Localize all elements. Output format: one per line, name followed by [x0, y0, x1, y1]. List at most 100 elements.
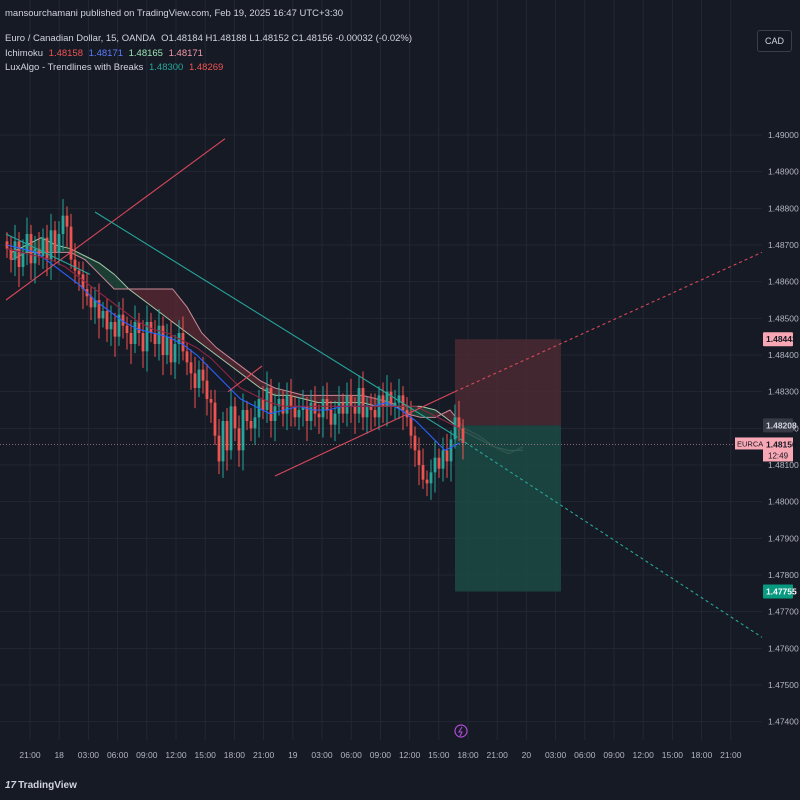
y-tick-label: 1.48700	[768, 240, 799, 250]
symbol-tag-bg	[735, 437, 763, 450]
ichimoku-value-3: 1.48165	[128, 48, 163, 59]
tradingview-logo-mark: 17	[5, 780, 17, 791]
candle-body	[41, 237, 45, 256]
ichimoku-value-1: 1.48158	[48, 48, 83, 59]
candle-body	[81, 274, 85, 289]
candle-body	[173, 344, 177, 363]
ichimoku-value-4: 1.48171	[168, 48, 203, 59]
candle-body	[301, 406, 305, 410]
candle-body	[433, 457, 437, 473]
candle-body	[181, 333, 185, 352]
candle-body	[457, 417, 461, 429]
x-tick-label: 21:00	[720, 750, 742, 760]
last-price-tag-bg	[763, 437, 793, 462]
lightning-marker	[454, 724, 468, 738]
cloud-segment	[289, 391, 304, 399]
candle-body	[453, 417, 457, 440]
price-label-stop: 1.48443	[766, 334, 797, 344]
currency-button[interactable]: CAD	[757, 30, 792, 52]
candle-body	[413, 435, 417, 451]
candle-body	[241, 410, 245, 451]
price-label-target: 1.47755	[766, 587, 797, 597]
candle-body	[201, 369, 205, 381]
x-tick-label: 21:00	[19, 750, 41, 760]
ichimoku-legend[interactable]: Ichimoku 1.48158 1.48171 1.48165 1.48171	[5, 48, 206, 59]
y-tick-label: 1.48300	[768, 387, 799, 397]
cloud-segment	[99, 263, 115, 289]
candle-body	[269, 388, 273, 421]
y-tick-label: 1.47700	[768, 607, 799, 617]
x-tick-label: 15:00	[662, 750, 684, 760]
candle-body	[445, 450, 449, 462]
candle-body	[53, 230, 57, 253]
x-tick-label: 09:00	[603, 750, 625, 760]
candle-body	[349, 395, 353, 407]
candle-body	[309, 402, 313, 421]
trendline-down-2	[94, 211, 456, 437]
trendline-up-3	[274, 391, 456, 477]
trendline-up-ext	[454, 251, 763, 393]
luxalgo-legend[interactable]: LuxAlgo - Trendlines with Breaks 1.48300…	[5, 62, 226, 73]
candle-body	[369, 406, 373, 410]
candle-body	[389, 391, 393, 407]
candle-body	[141, 333, 145, 352]
symbol-name: Euro / Canadian Dollar, 15, OANDA	[5, 33, 156, 44]
y-tick-label: 1.48500	[768, 313, 799, 323]
candle-body	[245, 410, 249, 421]
candle-body	[373, 410, 377, 418]
x-tick-label: 09:00	[136, 750, 158, 760]
candle-body	[65, 215, 69, 227]
candle-body	[425, 479, 429, 484]
candle-body	[249, 421, 253, 429]
candle-body	[233, 406, 237, 429]
candle-body	[89, 296, 93, 308]
cloud-segment	[143, 289, 158, 311]
candle-body	[357, 388, 361, 414]
cloud-segment	[274, 388, 290, 396]
cloud-segment	[187, 307, 202, 344]
x-tick-label: 09:00	[370, 750, 392, 760]
candle-body	[261, 399, 265, 410]
candle-body	[285, 395, 289, 414]
candle-body	[153, 333, 157, 344]
symbol-line: Euro / Canadian Dollar, 15, OANDA O1.481…	[5, 33, 415, 44]
cloud-segment	[158, 289, 173, 322]
candle-body	[17, 241, 21, 267]
candle-body	[237, 428, 241, 451]
ichimoku-value-2: 1.48171	[88, 48, 123, 59]
tradingview-logo[interactable]: 17 TradingView	[5, 780, 77, 791]
x-tick-label: 18:00	[224, 750, 246, 760]
candle-body	[461, 428, 465, 443]
candle-body	[449, 439, 453, 462]
y-tick-label: 1.49000	[768, 130, 799, 140]
x-tick-label: 06:00	[574, 750, 596, 760]
x-tick-label: 18	[54, 750, 64, 760]
candle-body	[129, 333, 133, 344]
ohlc-values: O1.48184 H1.48188 L1.48152 C1.48156 -0.0…	[161, 33, 413, 44]
candle-body	[161, 325, 165, 355]
candle-body	[417, 450, 421, 465]
cloud-segment	[70, 248, 85, 260]
candle-body	[293, 406, 297, 418]
y-tick-label: 1.47400	[768, 717, 799, 727]
trendline-down-1	[5, 233, 91, 275]
countdown-value: 12:49	[768, 451, 789, 460]
candle-body	[93, 300, 97, 308]
candle-body	[313, 402, 317, 414]
candle-body	[421, 465, 425, 480]
candle-body	[273, 406, 277, 421]
x-tick-label: 06:00	[341, 750, 363, 760]
trendline-down-ext	[454, 435, 763, 638]
candle-body	[333, 413, 337, 425]
candle-body	[345, 395, 349, 414]
candle-body	[49, 230, 53, 260]
cloud-segment	[216, 347, 231, 366]
candle-body	[29, 234, 33, 264]
publish-line: mansourchamani published on TradingView.…	[5, 8, 344, 19]
candle-body	[365, 406, 369, 418]
cloud-segment	[201, 333, 217, 355]
candle-body	[289, 395, 293, 407]
candle-body	[381, 395, 385, 407]
cloud-segment	[231, 358, 246, 377]
